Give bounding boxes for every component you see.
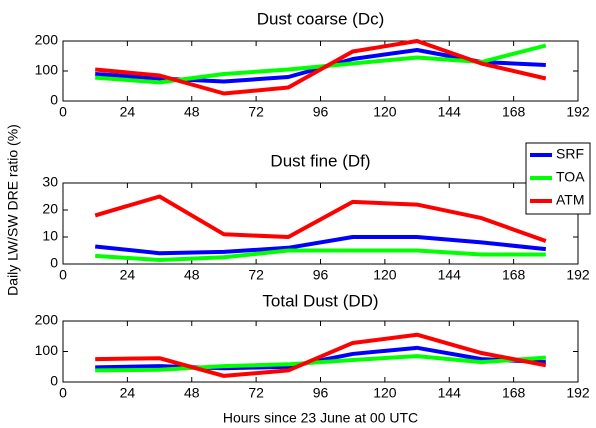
x-tick-label: 192 xyxy=(566,104,590,120)
x-tick-label: 48 xyxy=(184,385,200,401)
series-line xyxy=(95,332,547,378)
x-tick-label: 144 xyxy=(438,267,462,283)
x-tick-label: 144 xyxy=(438,104,462,120)
y-tick-label: 0 xyxy=(50,92,58,108)
y-tick-label: 20 xyxy=(42,201,58,217)
x-tick-label: 72 xyxy=(248,104,264,120)
y-tick-label: 100 xyxy=(35,62,59,78)
y-tick-label: 30 xyxy=(42,174,58,190)
x-axis-label: Hours since 23 June at 00 UTC xyxy=(223,410,418,426)
x-tick-label: 168 xyxy=(502,104,526,120)
legend: SRF TOA ATM xyxy=(525,142,591,215)
x-tick-label: 192 xyxy=(566,267,590,283)
x-tick-label: 72 xyxy=(248,267,264,283)
y-tick-label: 200 xyxy=(35,312,59,328)
y-tick-label: 100 xyxy=(35,342,59,358)
x-tick-label: 120 xyxy=(373,385,397,401)
subplot-title: Dust coarse (Dc) xyxy=(257,9,385,28)
series-line xyxy=(94,194,547,243)
x-tick-label: 96 xyxy=(313,104,329,120)
x-tick-label: 144 xyxy=(438,385,462,401)
x-tick-label: 48 xyxy=(184,104,200,120)
series-line xyxy=(95,354,546,373)
y-tick-label: 0 xyxy=(50,255,58,271)
legend-label: ATM xyxy=(556,192,585,208)
x-tick-label: 96 xyxy=(313,385,329,401)
x-tick-label: 120 xyxy=(373,267,397,283)
series-line xyxy=(95,39,547,96)
x-tick-label: 0 xyxy=(59,385,67,401)
x-tick-label: 96 xyxy=(313,267,329,283)
subplot-title: Dust fine (Df) xyxy=(270,151,370,170)
x-tick-label: 120 xyxy=(373,104,397,120)
x-tick-label: 24 xyxy=(120,385,136,401)
legend-label: TOA xyxy=(556,169,585,185)
series-line xyxy=(94,235,547,256)
y-tick-label: 10 xyxy=(42,228,58,244)
y-tick-label: 0 xyxy=(50,373,58,389)
y-tick-label: 200 xyxy=(35,32,59,48)
x-tick-label: 168 xyxy=(502,385,526,401)
x-tick-label: 48 xyxy=(184,267,200,283)
x-tick-label: 168 xyxy=(502,267,526,283)
x-tick-label: 24 xyxy=(120,267,136,283)
x-tick-label: 192 xyxy=(566,385,590,401)
legend-label: SRF xyxy=(556,146,584,162)
x-tick-label: 72 xyxy=(248,385,264,401)
series-line xyxy=(95,248,546,262)
x-tick-label: 0 xyxy=(59,267,67,283)
x-tick-label: 0 xyxy=(59,104,67,120)
axes-box xyxy=(62,320,579,383)
x-tick-label: 24 xyxy=(120,104,136,120)
subplot-title: Total Dust (DD) xyxy=(262,291,378,310)
y-axis-label: Daily LW/SW DRE ratio (%) xyxy=(5,124,21,296)
